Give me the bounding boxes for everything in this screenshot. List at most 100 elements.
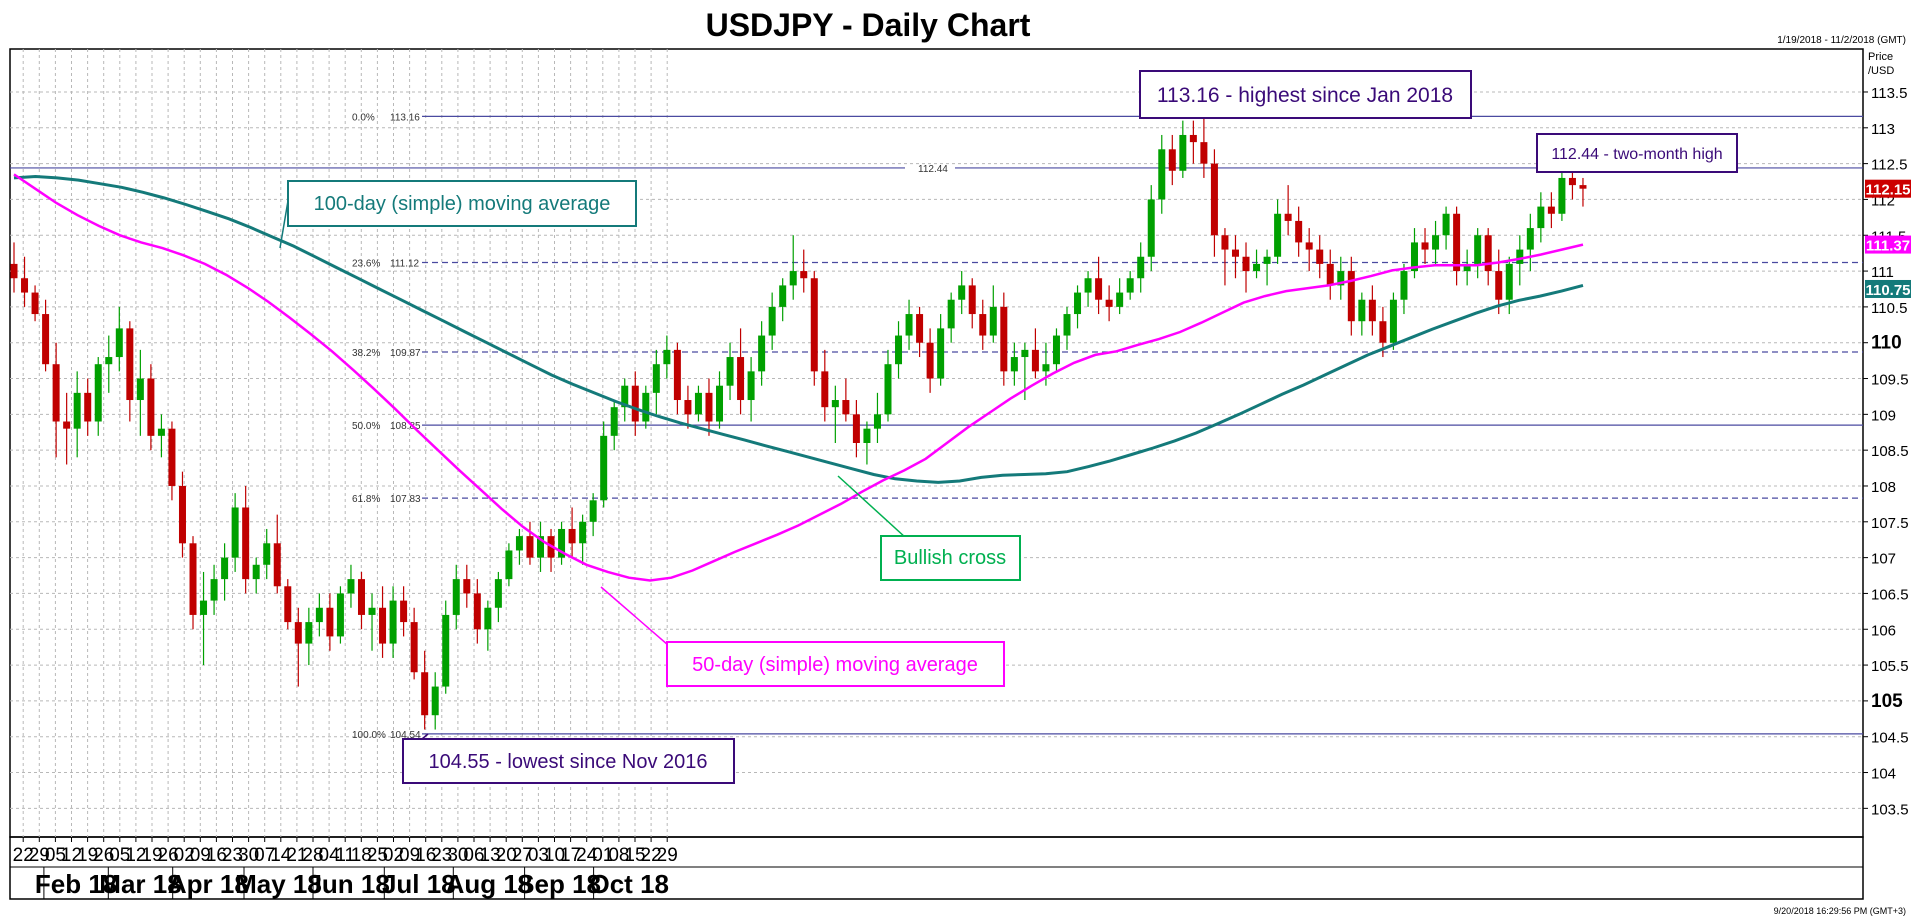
candle-body	[726, 357, 734, 386]
candle-body	[1379, 321, 1387, 343]
candle-body	[1052, 335, 1060, 365]
level-label-112-44: 112.44	[918, 164, 948, 175]
fib-level-pct: 61.8%	[352, 494, 380, 505]
fib-level-value: 111.12	[390, 258, 420, 269]
x-day-label: 25	[367, 845, 388, 866]
candle-body	[21, 278, 29, 293]
candle-body	[505, 550, 513, 580]
candle-body	[821, 371, 829, 408]
price-badge-label: 111.37	[1866, 238, 1910, 255]
x-day-label: 12	[125, 845, 146, 866]
candle-body	[1221, 235, 1229, 250]
x-day-label: 29	[29, 845, 50, 866]
y-tick-label: 113	[1871, 121, 1895, 138]
x-month-label: Feb 18	[35, 869, 117, 899]
candle-body	[347, 579, 355, 594]
candle-body	[1295, 220, 1303, 243]
candle-body	[673, 349, 681, 401]
x-month-label: May 18	[235, 869, 322, 899]
candle-body	[1263, 256, 1271, 264]
candle-body	[1253, 263, 1261, 272]
candle-body	[758, 335, 766, 372]
candle-body	[747, 371, 755, 401]
price-badge	[1865, 279, 1911, 298]
candle-body	[1042, 364, 1050, 372]
candle-body	[779, 285, 787, 307]
y-tick-label: 103.5	[1871, 801, 1909, 818]
x-day-label: 12	[61, 845, 82, 866]
chart-title: USDJPY - Daily Chart	[706, 7, 1031, 43]
footer-timestamp: 9/20/2018 16:29:56 PM (GMT+3)	[1774, 906, 1906, 916]
candle-body	[84, 392, 92, 422]
x-day-label: 30	[447, 845, 468, 866]
price-badge-label: 112.15	[1865, 182, 1910, 199]
x-day-label: 05	[45, 845, 66, 866]
fib-level-pct: 50.0%	[352, 421, 380, 432]
candle-body	[1516, 249, 1524, 264]
y-tick-label: 108.5	[1871, 443, 1909, 460]
y-tick-label: 107.5	[1871, 515, 1909, 532]
x-day-label: 08	[608, 845, 629, 866]
candle-body	[621, 385, 629, 408]
candle-body	[958, 285, 966, 300]
candle-body	[242, 507, 250, 580]
y-tick-label: 111	[1871, 264, 1894, 281]
candle-body	[873, 414, 881, 429]
x-month-label: Mar 18	[99, 869, 181, 899]
candle-body	[1326, 263, 1334, 286]
candle-body	[515, 536, 523, 551]
candle-body	[526, 536, 534, 558]
candle-body	[852, 414, 860, 443]
candle-body	[937, 328, 945, 379]
candle-body	[705, 392, 713, 422]
fib-level-pct: 0.0%	[352, 112, 375, 123]
candle-body	[905, 314, 913, 336]
x-day-label: 27	[512, 845, 533, 866]
y-tick-label: 104	[1871, 766, 1896, 783]
x-day-label: 11	[335, 845, 355, 866]
candle-body	[1368, 299, 1376, 322]
candle-body	[326, 607, 334, 637]
annotation-box-ma50	[666, 641, 1005, 687]
x-month-label: Apr 18	[168, 869, 249, 899]
fib-level-value: 113.16	[390, 112, 420, 123]
x-day-label: 16	[415, 845, 436, 866]
annotation-box-high	[1139, 70, 1472, 119]
candle-body	[126, 328, 134, 401]
candle-body	[810, 278, 818, 372]
candle-body	[1495, 271, 1503, 300]
candle-body	[1547, 206, 1555, 214]
candle-body	[1442, 213, 1450, 236]
candle-body	[473, 593, 481, 630]
y-axis-header-price: Price	[1868, 51, 1893, 63]
candle-body	[136, 378, 144, 401]
y-tick-label: 105.5	[1871, 658, 1909, 675]
candle-body	[631, 385, 639, 422]
y-tick-label: 110.5	[1871, 300, 1907, 317]
candle-body	[1505, 263, 1513, 300]
candle-body	[1189, 134, 1197, 143]
x-axis: 2229051219260512192602091623300714212804…	[13, 837, 678, 899]
candle-body	[115, 328, 123, 358]
y-tick-label: 104.5	[1871, 730, 1909, 747]
candle-body	[1063, 314, 1071, 336]
annotation-ma50-text: 50-day (simple) moving average	[692, 654, 978, 676]
candle-body	[663, 349, 671, 365]
candle-body	[1389, 299, 1397, 343]
x-day-label: 26	[93, 845, 114, 866]
y-tick-label: 113.5	[1871, 85, 1907, 102]
fib-level-value: 108.85	[390, 421, 421, 432]
candle-body	[189, 543, 197, 615]
x-day-label: 04	[319, 845, 341, 866]
candle-body	[895, 335, 903, 365]
y-tick-label: 110	[1871, 333, 1902, 354]
x-day-label: 05	[109, 845, 130, 866]
x-day-label: 20	[496, 845, 517, 866]
x-day-label: 19	[77, 845, 98, 866]
fib-level-value: 107.83	[390, 494, 421, 505]
candle-body	[463, 579, 471, 594]
candle-body	[1210, 163, 1218, 236]
candle-body	[305, 622, 313, 644]
x-day-label: 26	[158, 845, 179, 866]
